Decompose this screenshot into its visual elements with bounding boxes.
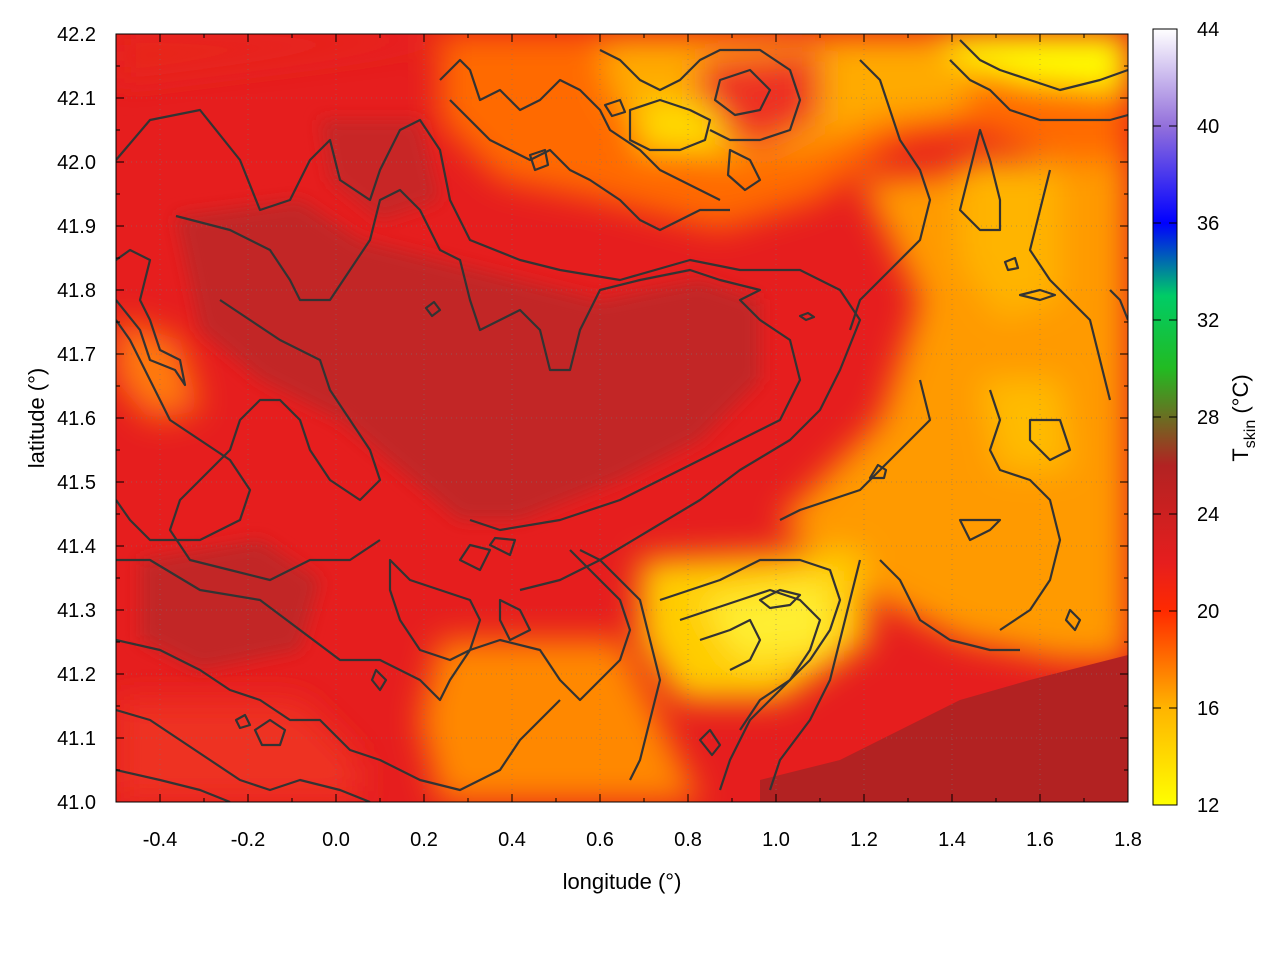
contour-line [370,668,388,692]
contour-line [388,558,482,662]
colorbar-ticks: 12 16 20 24 28 32 36 40 44 [1153,19,1219,817]
contour-line [726,148,762,192]
colorbar-tick-label: 32 [1197,310,1219,332]
contour-line [679,588,822,731]
contour-line [958,518,1002,542]
contour-line [116,319,252,542]
contour-line [603,98,627,118]
colorbar-tick-label: 16 [1197,698,1219,720]
contour-line [1028,169,1112,401]
y-tick-label: 41.4 [57,536,96,558]
contour-line [599,48,802,142]
y-tick-label: 41.7 [57,344,96,366]
contour-line [868,463,888,480]
contour-line [713,68,772,117]
y-axis-label: latitude (°) [24,368,49,469]
x-axis: -0.4 -0.2 0.0 0.2 0.4 0.6 0.8 1.0 1.2 1.4 1.6 1.8 [115,34,1142,851]
contour-line [116,708,371,802]
x-tick-label: 1.8 [1114,829,1142,851]
contour-line [758,588,802,610]
contour-line [699,618,762,671]
contour-line [959,39,1128,92]
colorbar-tick-label: 12 [1197,795,1219,817]
contour-line [168,299,382,582]
contour-line [116,248,187,387]
contour-line [1018,288,1057,302]
colorbar-label-unit: (°C) [1228,374,1253,419]
contour-line [116,638,561,792]
contour-line [879,559,1020,652]
contour-line [253,718,287,747]
colorbar-tick-label: 36 [1197,213,1219,235]
x-tick-label: 0.6 [586,829,614,851]
colorbar-tick-label: 40 [1197,116,1219,138]
x-tick-label: 0.8 [674,829,702,851]
y-tick-label: 41.5 [57,472,96,494]
y-tick-label: 42.2 [57,24,96,46]
y-tick-label: 41.1 [57,728,96,750]
colorbar-tick-label: 44 [1197,19,1219,41]
contour-line [488,536,517,557]
contour-lines [116,39,1128,802]
contour-line [579,549,662,781]
contour-line [1109,289,1128,321]
contour-line [116,768,231,802]
contour-line [659,558,842,791]
x-tick-label: 0.2 [410,829,438,851]
colorbar-label: Tskin (°C) [1228,374,1259,461]
colorbar-tick-label: 24 [1197,504,1219,526]
x-tick-label: 1.0 [762,829,790,851]
contour-line [498,598,532,642]
x-tick-label: -0.4 [143,829,177,851]
y-tick-label: 41.2 [57,664,96,686]
contour-line [528,148,550,172]
contour-line [1064,608,1082,632]
contour-line [1028,418,1072,462]
y-tick-label: 41.9 [57,216,96,238]
contour-line [848,59,932,331]
x-tick-label: 0.4 [498,829,526,851]
contour-line [779,379,932,521]
contour-line [439,58,721,201]
x-tick-label: -0.2 [231,829,265,851]
x-tick-label: 0.0 [322,829,350,851]
x-tick-label: 1.6 [1026,829,1054,851]
contour-line [768,559,862,791]
contour-line [175,188,802,532]
colorbar-label-main: T [1228,448,1253,461]
contour-line [988,389,1062,631]
y-tick-label: 41.6 [57,408,96,430]
y-tick-label: 42.1 [57,88,96,110]
colorbar-tick-label: 20 [1197,601,1219,623]
y-tick-label: 41.3 [57,600,96,622]
y-tick-label: 42.0 [57,152,96,174]
contour-line [628,98,712,152]
contour-line [424,300,442,318]
sea-region [760,655,1128,802]
colorbar: 12 16 20 24 28 32 36 40 44 Tskin (°C) [1152,19,1259,817]
contour-line [698,728,722,757]
contour-line [1003,256,1020,272]
colorbar-tick-label: 28 [1197,407,1219,429]
contour-line [958,128,1002,232]
contour-line [234,713,252,730]
contour-line [949,59,1128,122]
contour-line [449,99,730,232]
grid [116,34,1128,802]
x-tick-label: 1.2 [850,829,878,851]
colorbar-label-sub: skin [1242,420,1259,448]
x-axis-label: longitude (°) [563,869,682,894]
contour-line [798,311,816,322]
y-tick-label: 41.8 [57,280,96,302]
x-tick-label: 1.4 [938,829,966,851]
heatmap-warm-cores [140,120,760,670]
y-axis: 41.0 41.1 41.2 41.3 41.4 41.5 41.6 41.7 41.8 41.9… [57,24,1128,814]
contour-line [458,543,492,572]
y-tick-label: 41.0 [57,792,96,814]
contour-line [116,108,862,592]
